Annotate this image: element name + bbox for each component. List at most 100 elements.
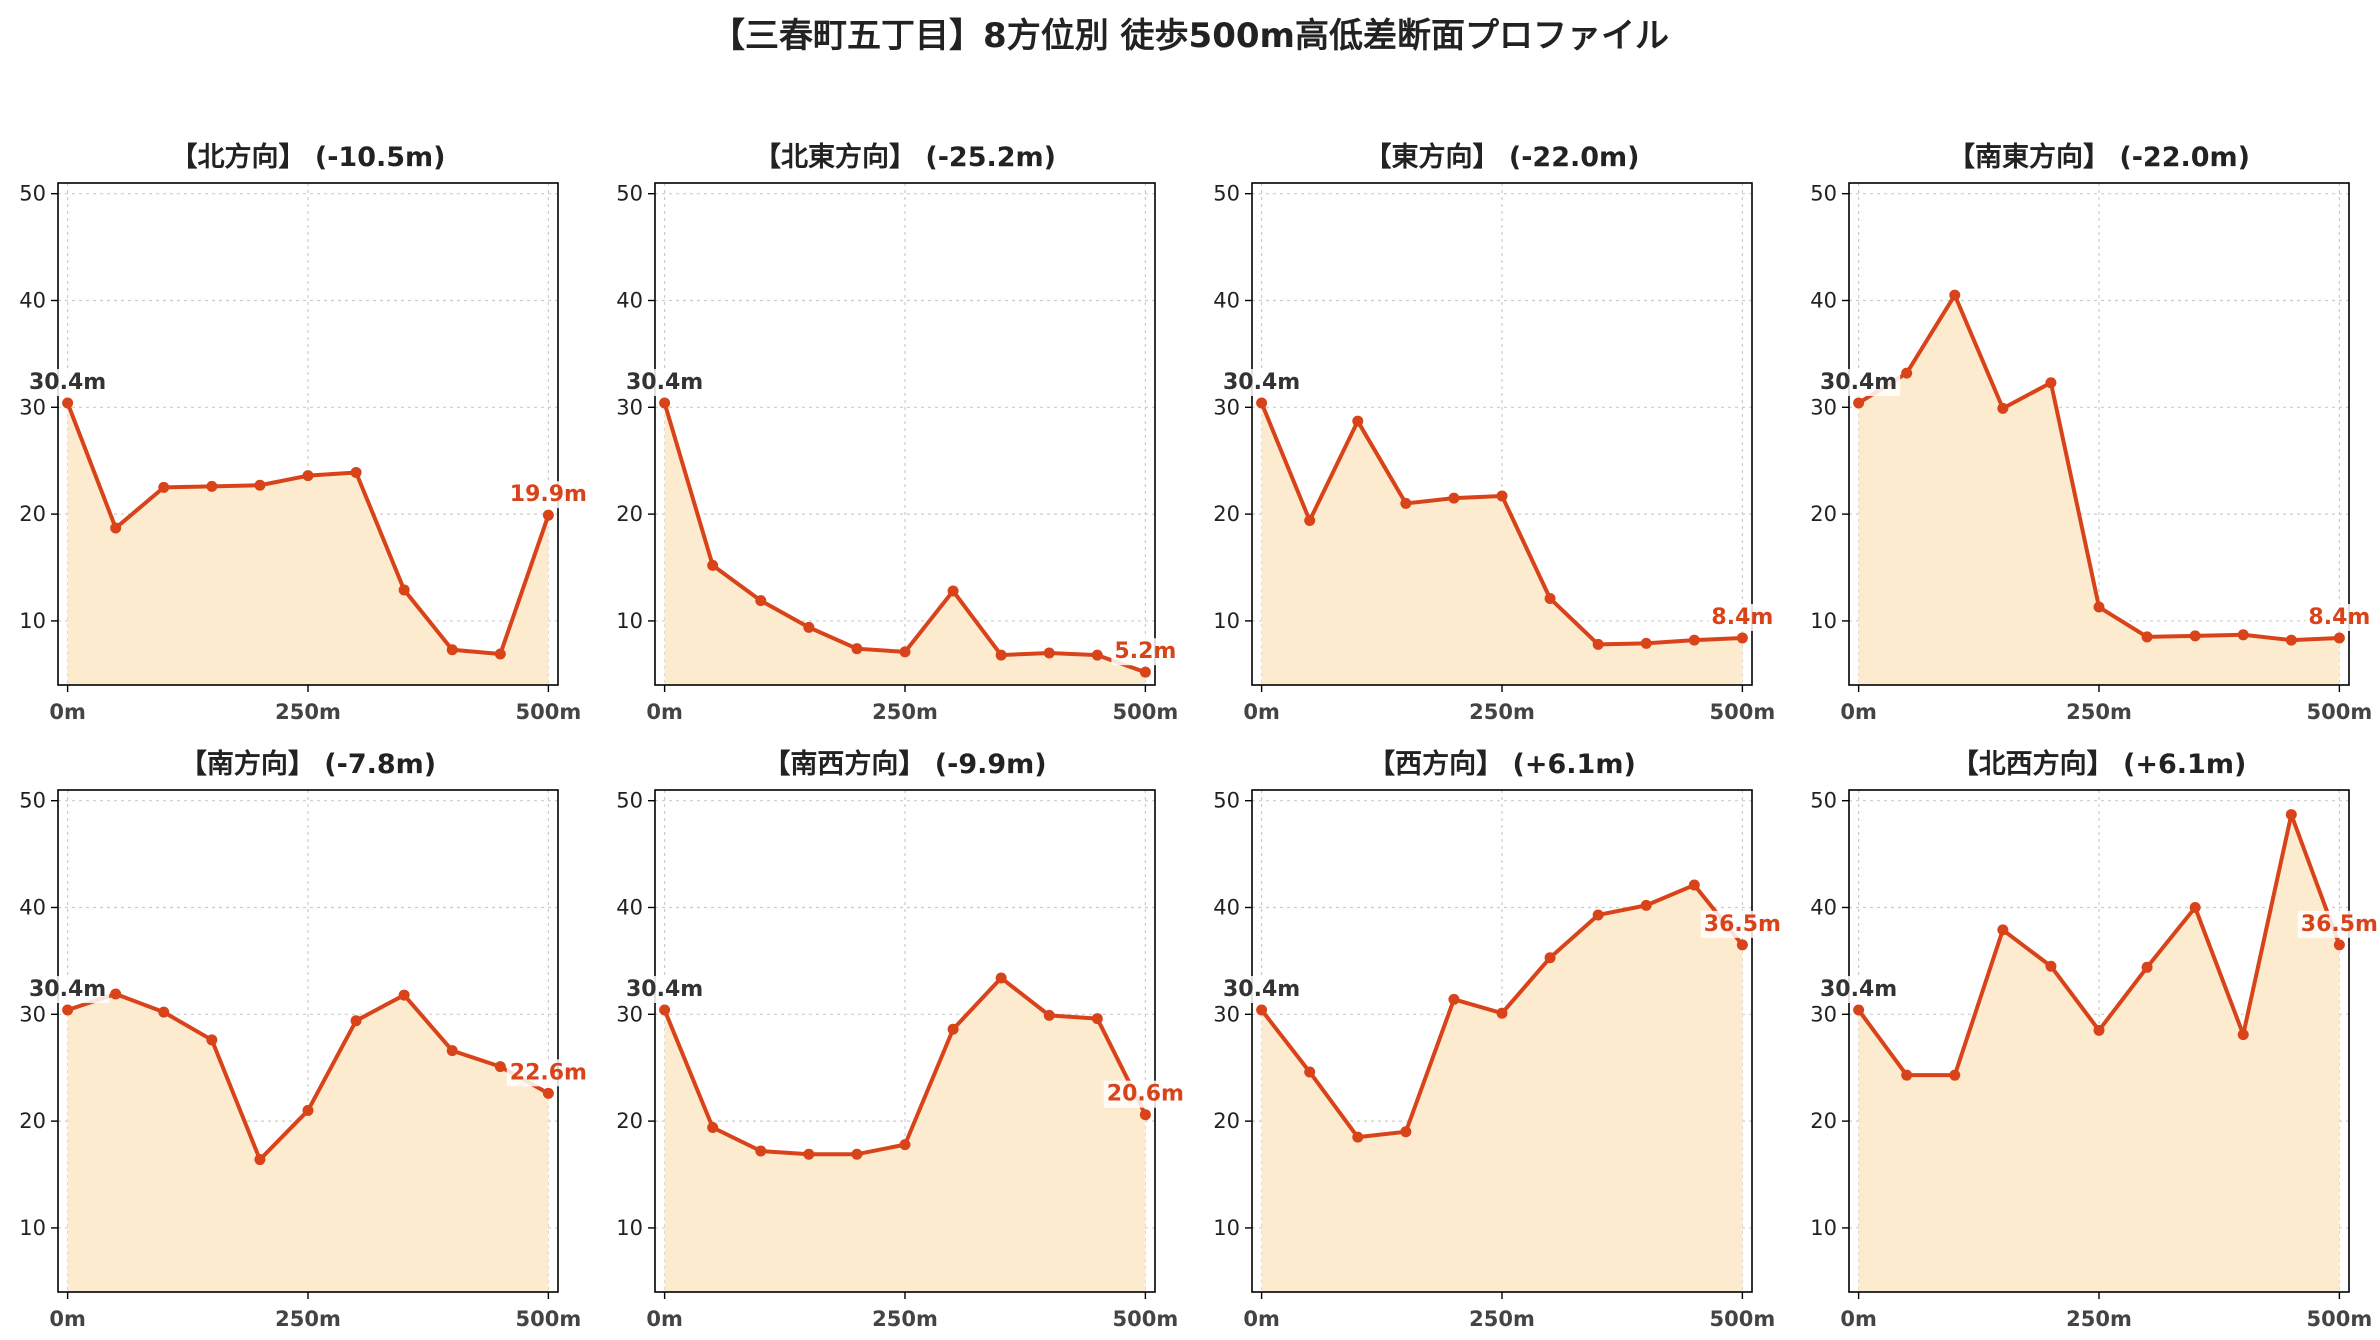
data-point bbox=[398, 989, 410, 1001]
data-point bbox=[1688, 879, 1700, 891]
start-value-label: 30.4m bbox=[1223, 370, 1300, 395]
end-value-label: 20.6m bbox=[1107, 1082, 1184, 1107]
data-point bbox=[947, 1023, 959, 1035]
data-point bbox=[1043, 1009, 1055, 1021]
data-point bbox=[1544, 592, 1556, 604]
data-point bbox=[803, 1148, 815, 1160]
subplot-title: 【北東方向】 (-25.2m) bbox=[754, 141, 1056, 173]
data-point bbox=[1256, 397, 1268, 409]
end-label-bg bbox=[2297, 910, 2380, 938]
elevation-area bbox=[1261, 885, 1743, 1292]
data-point bbox=[350, 1015, 362, 1027]
data-point bbox=[1853, 1004, 1865, 1016]
y-tick-label: 30 bbox=[19, 1002, 46, 1026]
y-tick-label: 50 bbox=[616, 789, 643, 813]
end-value-label: 5.2m bbox=[1114, 639, 1176, 664]
data-point bbox=[1688, 634, 1700, 646]
data-point bbox=[755, 595, 767, 607]
data-point bbox=[2045, 377, 2057, 389]
end-value-label: 19.9m bbox=[510, 482, 587, 507]
subplot-title: 【南西方向】 (-9.9m) bbox=[763, 748, 1046, 780]
start-label-bg bbox=[1817, 369, 1901, 397]
data-point bbox=[1304, 1066, 1316, 1078]
end-value-label: 22.6m bbox=[510, 1060, 587, 1085]
data-point bbox=[995, 649, 1007, 661]
data-point bbox=[2333, 632, 2345, 644]
start-value-label: 30.4m bbox=[29, 977, 106, 1002]
x-tick-label: 250m bbox=[2066, 700, 2132, 724]
subplot-title: 【北方向】 (-10.5m) bbox=[170, 141, 445, 173]
data-point bbox=[2189, 630, 2201, 642]
start-label-bg bbox=[623, 976, 707, 1004]
x-tick-label: 500m bbox=[1710, 700, 1776, 724]
data-point bbox=[899, 1139, 911, 1151]
subplot-title: 【南方向】 (-7.8m) bbox=[180, 748, 436, 780]
data-point bbox=[542, 509, 554, 521]
end-value-label: 8.4m bbox=[2308, 605, 2370, 630]
y-tick-label: 40 bbox=[1213, 288, 1240, 312]
y-tick-label: 50 bbox=[1213, 789, 1240, 813]
data-point bbox=[1400, 1126, 1412, 1138]
y-tick-label: 10 bbox=[1213, 609, 1240, 633]
data-point bbox=[398, 584, 410, 596]
x-tick-label: 0m bbox=[49, 1307, 86, 1331]
start-label-bg bbox=[26, 369, 110, 397]
y-tick-label: 20 bbox=[616, 1109, 643, 1133]
y-tick-label: 40 bbox=[1213, 895, 1240, 919]
data-point bbox=[110, 522, 122, 534]
data-point bbox=[446, 644, 458, 656]
data-point bbox=[1736, 939, 1748, 951]
data-point bbox=[707, 559, 719, 571]
elevation-area bbox=[664, 403, 1146, 685]
data-point bbox=[1592, 638, 1604, 650]
page-title: 【三春町五丁目】8方位別 徒歩500m高低差断面プロファイル bbox=[711, 16, 1669, 56]
data-point bbox=[350, 466, 362, 478]
y-tick-label: 10 bbox=[19, 609, 46, 633]
x-tick-label: 250m bbox=[1469, 1307, 1535, 1331]
data-point bbox=[110, 988, 122, 1000]
data-point bbox=[1352, 1131, 1364, 1143]
x-tick-label: 250m bbox=[872, 1307, 938, 1331]
data-point bbox=[1139, 666, 1151, 678]
data-point bbox=[899, 646, 911, 658]
x-tick-label: 500m bbox=[516, 1307, 582, 1331]
start-value-label: 30.4m bbox=[626, 977, 703, 1002]
y-tick-label: 40 bbox=[616, 895, 643, 919]
data-point bbox=[1352, 415, 1364, 427]
data-point bbox=[2285, 809, 2297, 821]
y-tick-label: 50 bbox=[19, 182, 46, 206]
x-tick-label: 500m bbox=[1113, 1307, 1179, 1331]
x-tick-label: 0m bbox=[646, 1307, 683, 1331]
end-label-bg bbox=[1708, 604, 1777, 632]
data-point bbox=[1853, 397, 1865, 409]
end-label-bg bbox=[2305, 604, 2374, 632]
y-tick-label: 50 bbox=[1810, 789, 1837, 813]
data-point bbox=[755, 1145, 767, 1157]
start-value-label: 30.4m bbox=[29, 370, 106, 395]
end-label-bg bbox=[506, 481, 590, 509]
x-tick-label: 250m bbox=[275, 700, 341, 724]
start-label-bg bbox=[1220, 976, 1304, 1004]
start-value-label: 30.4m bbox=[1820, 977, 1897, 1002]
data-point bbox=[302, 1104, 314, 1116]
data-point bbox=[2093, 1024, 2105, 1036]
x-tick-label: 250m bbox=[1469, 700, 1535, 724]
data-point bbox=[995, 972, 1007, 984]
subplot-title: 【北西方向】 (+6.1m) bbox=[1952, 748, 2247, 780]
data-point bbox=[1949, 1069, 1961, 1081]
data-point bbox=[659, 397, 671, 409]
data-point bbox=[542, 1087, 554, 1099]
elevation-area bbox=[1858, 295, 2340, 685]
y-tick-label: 10 bbox=[1810, 609, 1837, 633]
start-label-bg bbox=[1220, 369, 1304, 397]
data-point bbox=[1091, 649, 1103, 661]
data-point bbox=[1448, 993, 1460, 1005]
y-tick-label: 40 bbox=[19, 288, 46, 312]
data-point bbox=[62, 1004, 74, 1016]
